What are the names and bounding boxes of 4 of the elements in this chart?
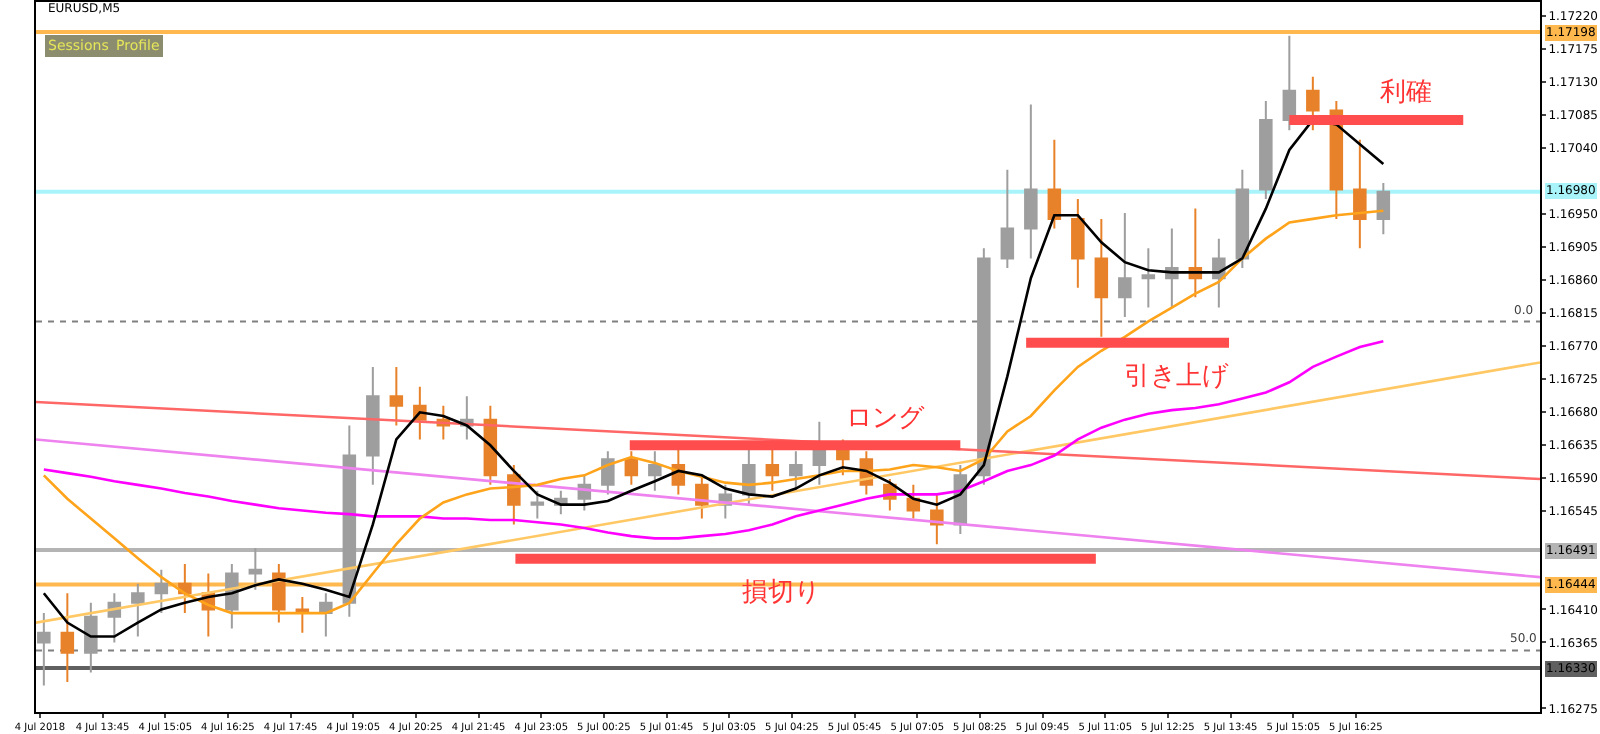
- annotation: 利確: [1380, 78, 1432, 108]
- annotation: 引き上げ: [1124, 362, 1230, 392]
- annotation: 損切り: [742, 578, 820, 608]
- annotation: ロング: [846, 404, 926, 434]
